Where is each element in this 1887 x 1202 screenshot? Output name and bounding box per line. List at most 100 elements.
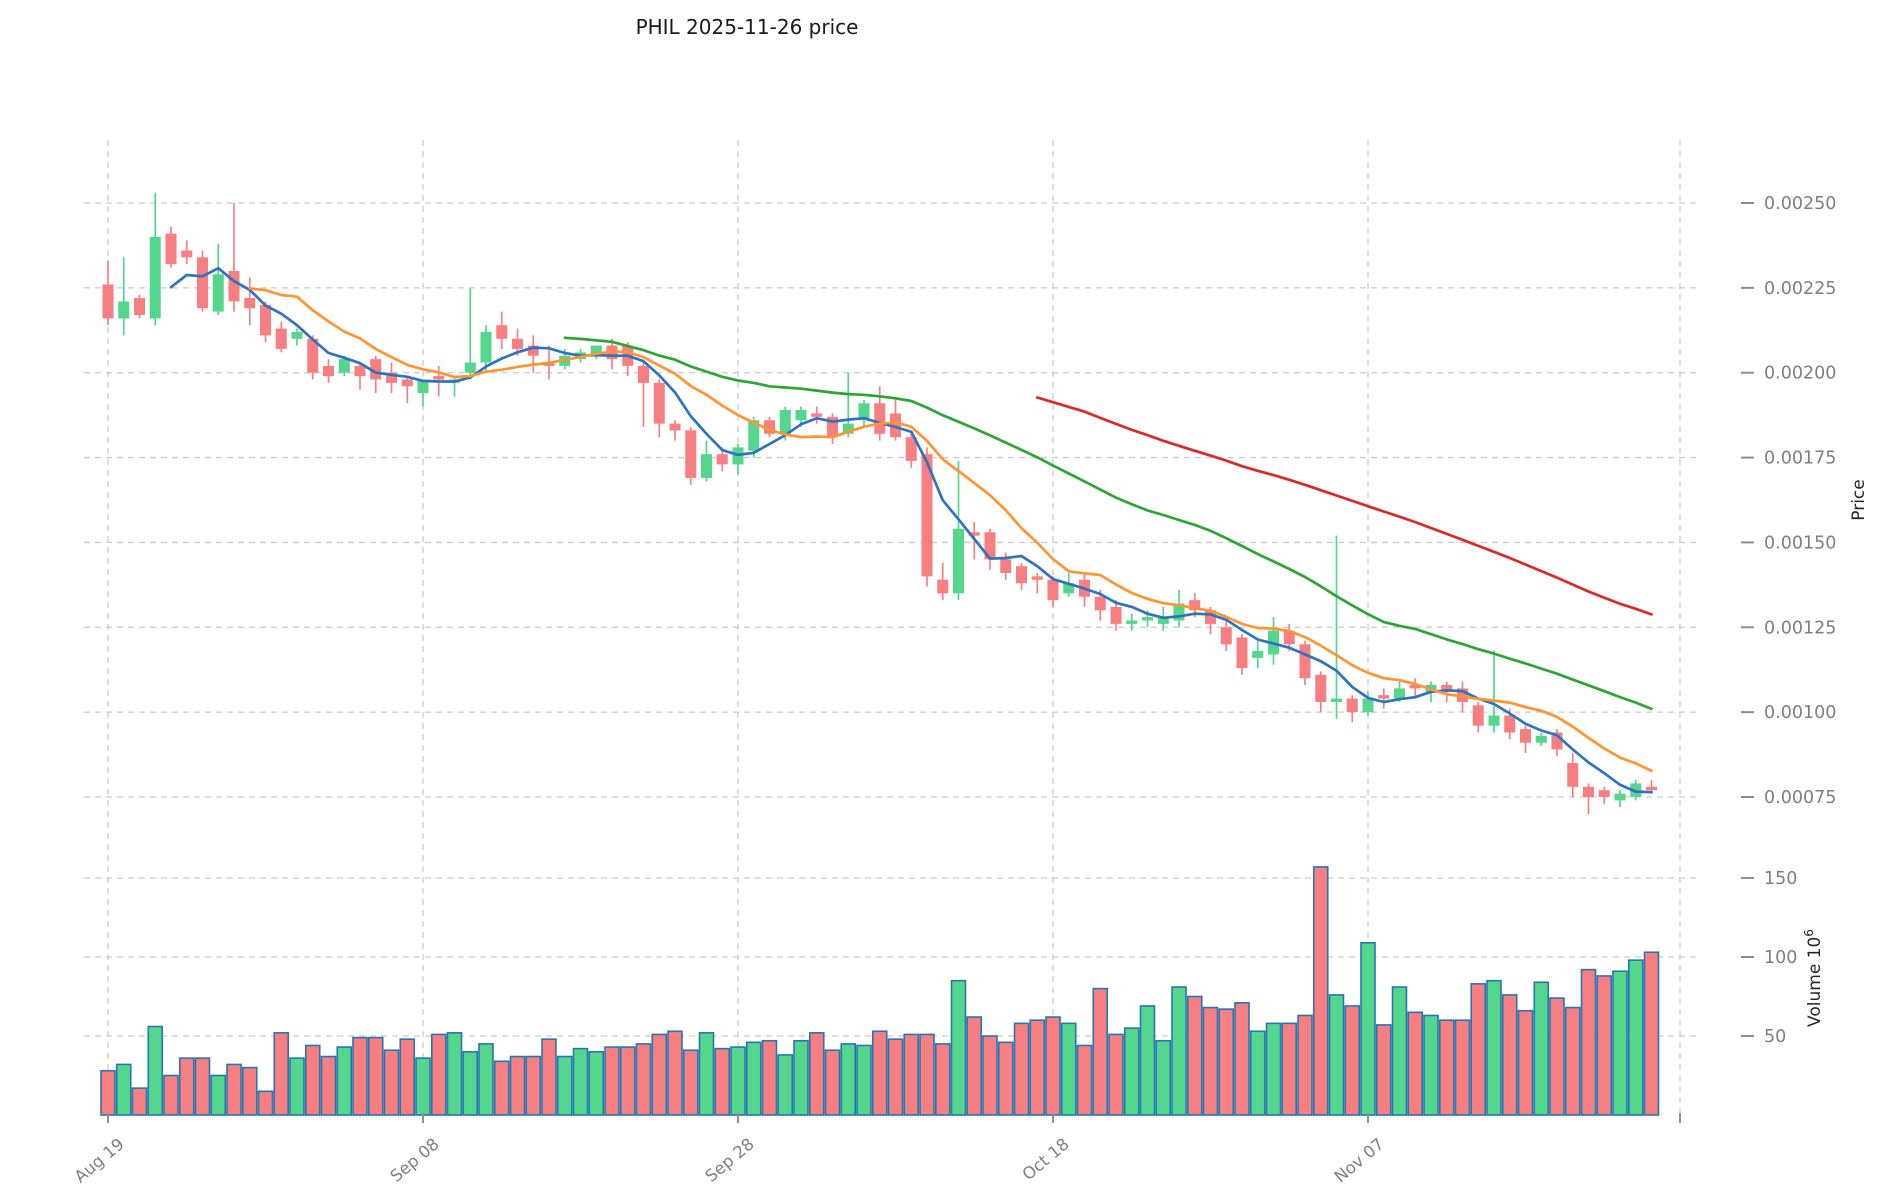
candle-body [1220, 627, 1232, 645]
candle-body [1110, 606, 1122, 624]
candle-body [370, 359, 382, 380]
volume-bar [115, 1063, 132, 1116]
candle-body [527, 345, 539, 356]
volume-bar [667, 1030, 683, 1116]
candle-body [874, 403, 886, 434]
candle-body [968, 532, 980, 536]
candle-body [638, 365, 649, 383]
candle-body [118, 301, 130, 319]
candle-body [1535, 735, 1547, 743]
price-tick-label: 0.00200 [1764, 364, 1836, 384]
candle-body [323, 365, 334, 377]
volume-bar [1312, 866, 1329, 1116]
volume-bar [1564, 1006, 1581, 1116]
volume-bar [1596, 975, 1613, 1116]
volume-bar [1643, 951, 1660, 1116]
volume-bar [556, 1055, 573, 1116]
candle-body [1504, 715, 1516, 733]
candle-body [653, 382, 665, 424]
volume-bar [241, 1066, 258, 1116]
candle-body [464, 362, 476, 373]
candle-body [433, 376, 445, 380]
candle-body [1252, 651, 1264, 658]
volume-bar [856, 1044, 872, 1116]
candle-body [354, 365, 366, 377]
volume-bar [1202, 1006, 1219, 1116]
volume-bar [194, 1057, 211, 1116]
volume-bar [336, 1046, 353, 1116]
candle-body [1520, 729, 1531, 743]
x-tick-label: Aug 19 [71, 1134, 128, 1186]
volume-bar [1281, 1022, 1298, 1116]
volume-bar [1092, 987, 1109, 1116]
volume-bar [1375, 1024, 1392, 1116]
candle-body [953, 528, 964, 594]
candle-body [1551, 732, 1563, 750]
candle-body [307, 338, 319, 373]
candle-body [149, 236, 161, 319]
volume-bar [982, 1035, 998, 1116]
candle-body [795, 410, 807, 421]
volume-bar [745, 1041, 762, 1116]
volume-bar [777, 1054, 794, 1116]
volume-bar [572, 1047, 589, 1116]
candle-body [417, 379, 429, 394]
volume-bar [635, 1043, 652, 1116]
volume-bar [399, 1038, 416, 1116]
candle-body [102, 284, 114, 319]
volume-bar [1533, 981, 1550, 1116]
candle-body [685, 430, 697, 478]
candle-body [1409, 684, 1421, 689]
candle-body [716, 454, 728, 465]
price-tick-label: 0.00225 [1764, 279, 1836, 299]
candle-body [842, 423, 854, 434]
candle-body [905, 437, 917, 461]
volume-bar [1045, 1016, 1061, 1116]
volume-bar [1218, 1008, 1235, 1116]
price-tick-label: 0.00150 [1764, 533, 1836, 553]
volume-bar [509, 1055, 526, 1116]
candle-body [827, 416, 838, 438]
candle-body [1646, 786, 1657, 791]
volume-bar [1391, 986, 1408, 1116]
volume-bar [1549, 997, 1565, 1116]
volume-axis-label: Volume 106 [1802, 929, 1825, 1027]
candle-body [1157, 617, 1169, 624]
volume-bar [793, 1039, 809, 1116]
price-tick-label: 0.00125 [1764, 618, 1836, 638]
candle-body [1472, 705, 1484, 726]
volume-bar [525, 1055, 542, 1116]
volume-bar [887, 1038, 904, 1116]
volume-bar [808, 1032, 825, 1116]
candle-body [1236, 637, 1248, 669]
volume-bar [871, 1030, 888, 1116]
volume-bar [446, 1032, 463, 1116]
candle-body [1173, 603, 1185, 621]
plot-area: 0.00250 0.00225 0.00200 0.00175 0.00150 0.001… [71, 140, 1836, 1186]
x-tick-label: Sep 28 [702, 1134, 758, 1185]
volume-bar [1186, 995, 1203, 1116]
price-axis-label: Price [1849, 479, 1869, 520]
volume-bar [1297, 1014, 1313, 1116]
volume-bar [415, 1057, 431, 1116]
volume-bar [682, 1049, 699, 1116]
volume-bar [730, 1046, 746, 1116]
price-tick-label: 0.00100 [1764, 703, 1836, 723]
price-tick-label: 0.00250 [1764, 194, 1836, 214]
volume-bar [761, 1039, 778, 1116]
candle-body [1063, 583, 1075, 594]
candle-body [386, 372, 397, 383]
candle-body [165, 233, 177, 265]
candle-body [291, 331, 303, 339]
volume-bar [163, 1074, 179, 1116]
volume-bar [210, 1074, 227, 1116]
candle-body [1331, 698, 1342, 702]
volume-bar [1328, 994, 1345, 1116]
volume-bar [541, 1038, 557, 1116]
volume-bar [1155, 1039, 1172, 1116]
volume-bar [698, 1032, 715, 1116]
volume-bar [997, 1041, 1014, 1116]
volume-bar [367, 1036, 384, 1116]
candle-body [669, 423, 681, 431]
